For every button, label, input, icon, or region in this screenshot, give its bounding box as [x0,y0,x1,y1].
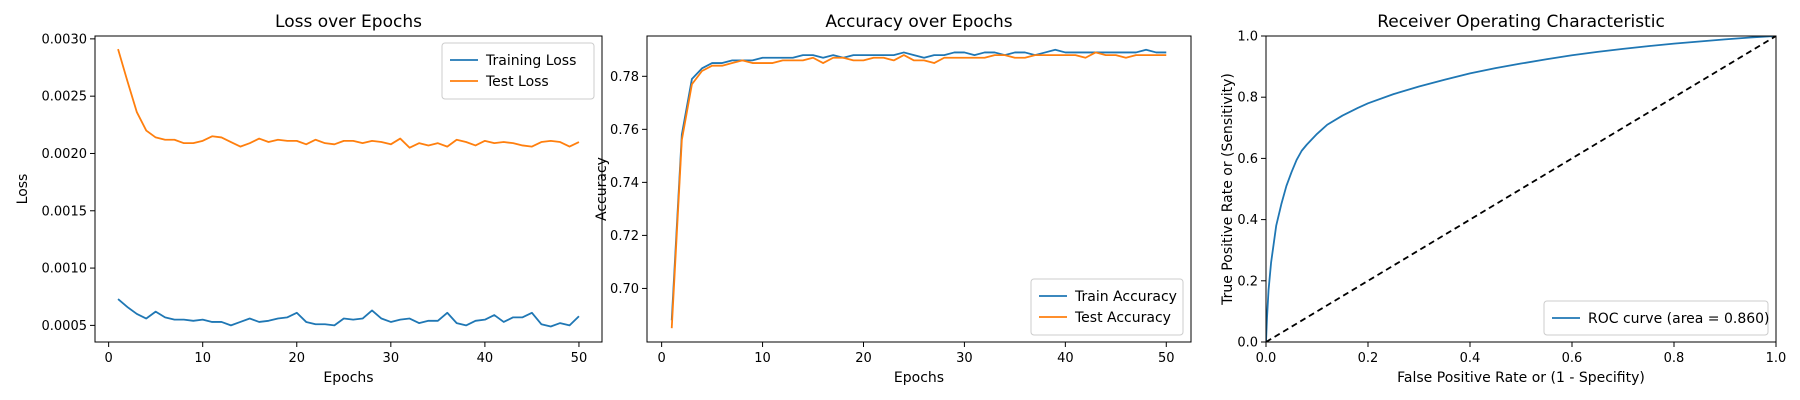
axes-frame [646,35,1192,343]
y-tick-label: 0.0010 [42,262,88,277]
x-tick-label: 10 [754,351,771,366]
y-axis-label: Loss [15,174,31,205]
x-tick-label: 20 [855,351,872,366]
axes-frame [94,35,603,343]
legend-entry-label: Test Accuracy [1074,310,1171,326]
series-line-test-loss [117,48,580,149]
legend: Training Loss Test Loss [441,42,595,100]
x-tick-label: 1.0 [1766,351,1787,366]
y-tick-label: 0.78 [610,70,639,85]
y-tick-label: 0.0020 [42,147,88,162]
axes-frame [1265,35,1777,343]
legend-entry-label: Training Loss [485,53,576,69]
y-tick-label: 0.70 [610,282,639,297]
legend-entry-label: ROC curve (area = 0.860) [1588,311,1770,327]
y-tick-label: 0.8 [1237,91,1258,106]
legend-box [1030,278,1184,336]
series-line-test-accuracy [670,51,1167,329]
y-tick-label: 0.0 [1237,336,1258,351]
y-axis-label: Accuracy [594,157,610,221]
y-tick-label: 0.4 [1237,213,1258,228]
x-tick-label: 10 [194,351,211,366]
y-tick-label: 0.0030 [42,32,88,47]
x-tick-label: 0.0 [1256,351,1277,366]
x-tick-label: 50 [571,351,588,366]
x-tick-label: 40 [1057,351,1074,366]
legend-entry-label: Test Loss [485,74,549,90]
x-axis-label: False Positive Rate or (1 - Specifity) [1397,370,1645,386]
y-tick-label: 0.72 [610,229,639,244]
y-tick-label: 0.0015 [42,204,88,219]
x-tick-label: 0.8 [1664,351,1685,366]
series-line-training-loss [117,298,580,328]
y-tick-label: 0.2 [1237,274,1258,289]
x-tick-label: 0.4 [1460,351,1481,366]
chart-panel-3: 0.0 0.2 0.4 0.6 0.8 1.0 0.0 0.2 0.4 0.6 0.8 1.0 Rece… [1220,12,1786,386]
y-tick-label: 0.0005 [42,319,88,334]
legend-box [441,42,595,100]
x-axis-label: Epochs [894,370,944,386]
y-tick-label: 0.74 [610,176,639,191]
series-line-train-accuracy [670,48,1167,321]
series-group [117,48,580,328]
legend: ROC curve (area = 0.860) [1543,300,1770,336]
legend-entry-label: Train Accuracy [1074,289,1177,305]
series-line-roc-curve-area-0-860 [1266,36,1776,342]
y-tick-label: 1.0 [1237,30,1258,45]
x-tick-label: 0.6 [1562,351,1583,366]
y-axis-label: True Positive Rate or (Sensitivity) [1220,73,1236,306]
x-tick-label: 0.2 [1358,351,1379,366]
x-tick-label: 30 [383,351,400,366]
x-tick-label: 50 [1158,351,1175,366]
chart-title: Receiver Operating Characteristic [1377,12,1665,32]
y-tick-label: 0.6 [1237,152,1258,167]
diagonal-reference-line [1266,36,1776,342]
x-tick-label: 0 [657,351,665,366]
chart-panel-1: 0 10 20 30 40 50 0.0005 0.0010 0.0015 0.0020 0.002… [15,12,603,386]
legend: Train Accuracy Test Accuracy [1030,278,1184,336]
x-tick-label: 0 [104,351,112,366]
chart-panel-2: 0 10 20 30 40 50 0.70 0.72 0.74 0.76 0.78 Accuracy … [594,12,1192,386]
chart-title: Accuracy over Epochs [825,12,1012,32]
x-axis-label: Epochs [323,370,373,386]
y-tick-label: 0.76 [610,123,639,138]
series-group [670,48,1167,329]
legend-box [1543,300,1769,336]
x-tick-label: 40 [477,351,494,366]
chart-title: Loss over Epochs [275,12,422,32]
x-tick-label: 20 [288,351,305,366]
x-tick-label: 30 [956,351,973,366]
y-tick-label: 0.0025 [42,90,88,105]
series-group [1266,36,1776,342]
